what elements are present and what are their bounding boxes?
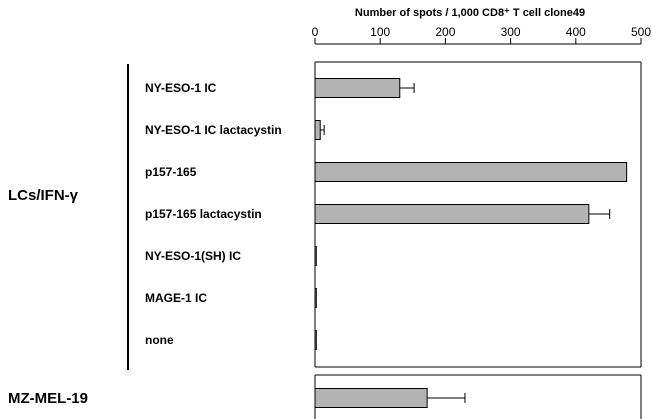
- plot-frames: [127, 61, 642, 419]
- category-label: p157-165 lactacystin: [145, 207, 262, 221]
- bar: [314, 204, 590, 224]
- tick-label: 500: [631, 25, 651, 39]
- category-label: none: [145, 333, 174, 347]
- category-labels: NY-ESO-1 IC NY-ESO-1 IC lactacystin p157-1…: [145, 81, 282, 347]
- bar: [314, 330, 317, 350]
- tick-label: 200: [435, 25, 455, 39]
- group-label: LCs/IFN-γ: [8, 187, 79, 204]
- axis-ticks: 0 100 200 300 400 500: [312, 25, 651, 45]
- tick-label: 400: [566, 25, 586, 39]
- bar: [314, 78, 401, 98]
- category-label: MAGE-1 IC: [145, 291, 207, 305]
- category-label: NY-ESO-1 IC: [145, 81, 217, 95]
- tick-label: 0: [312, 25, 319, 39]
- category-label: NY-ESO-1(SH) IC: [145, 249, 241, 263]
- bars: [314, 78, 628, 408]
- group-label: MZ-MEL-19: [8, 390, 88, 407]
- group-labels: LCs/IFN-γ MZ-MEL-19: [8, 187, 88, 407]
- tick-label: 300: [501, 25, 521, 39]
- bar: [314, 162, 628, 182]
- category-label: p157-165: [145, 165, 197, 179]
- bar: [314, 288, 317, 308]
- bar: [314, 246, 317, 266]
- axis-title: Number of spots / 1,000 CD8⁺ T cell clon…: [355, 7, 585, 19]
- tick-label: 100: [370, 25, 390, 39]
- bar: [314, 388, 428, 408]
- category-label: NY-ESO-1 IC lactacystin: [145, 123, 282, 137]
- bar: [314, 120, 321, 140]
